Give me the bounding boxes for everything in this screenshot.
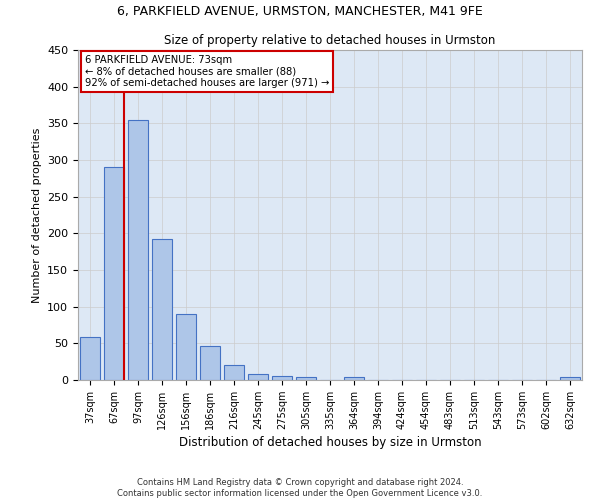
Bar: [224, 366, 244, 380]
Text: 6 PARKFIELD AVENUE: 73sqm
← 8% of detached houses are smaller (88)
92% of semi-d: 6 PARKFIELD AVENUE: 73sqm ← 8% of detach…: [85, 55, 329, 88]
Bar: [152, 239, 172, 380]
Bar: [560, 377, 580, 380]
Bar: [176, 314, 196, 380]
Bar: [248, 374, 268, 380]
Text: Contains HM Land Registry data © Crown copyright and database right 2024.
Contai: Contains HM Land Registry data © Crown c…: [118, 478, 482, 498]
Bar: [200, 346, 220, 380]
Title: Size of property relative to detached houses in Urmston: Size of property relative to detached ho…: [164, 34, 496, 48]
Text: 6, PARKFIELD AVENUE, URMSTON, MANCHESTER, M41 9FE: 6, PARKFIELD AVENUE, URMSTON, MANCHESTER…: [117, 5, 483, 18]
Bar: [128, 120, 148, 380]
Bar: [80, 338, 100, 380]
Bar: [104, 168, 124, 380]
X-axis label: Distribution of detached houses by size in Urmston: Distribution of detached houses by size …: [179, 436, 481, 449]
Bar: [296, 377, 316, 380]
Bar: [272, 376, 292, 380]
Bar: [344, 377, 364, 380]
Y-axis label: Number of detached properties: Number of detached properties: [32, 128, 41, 302]
